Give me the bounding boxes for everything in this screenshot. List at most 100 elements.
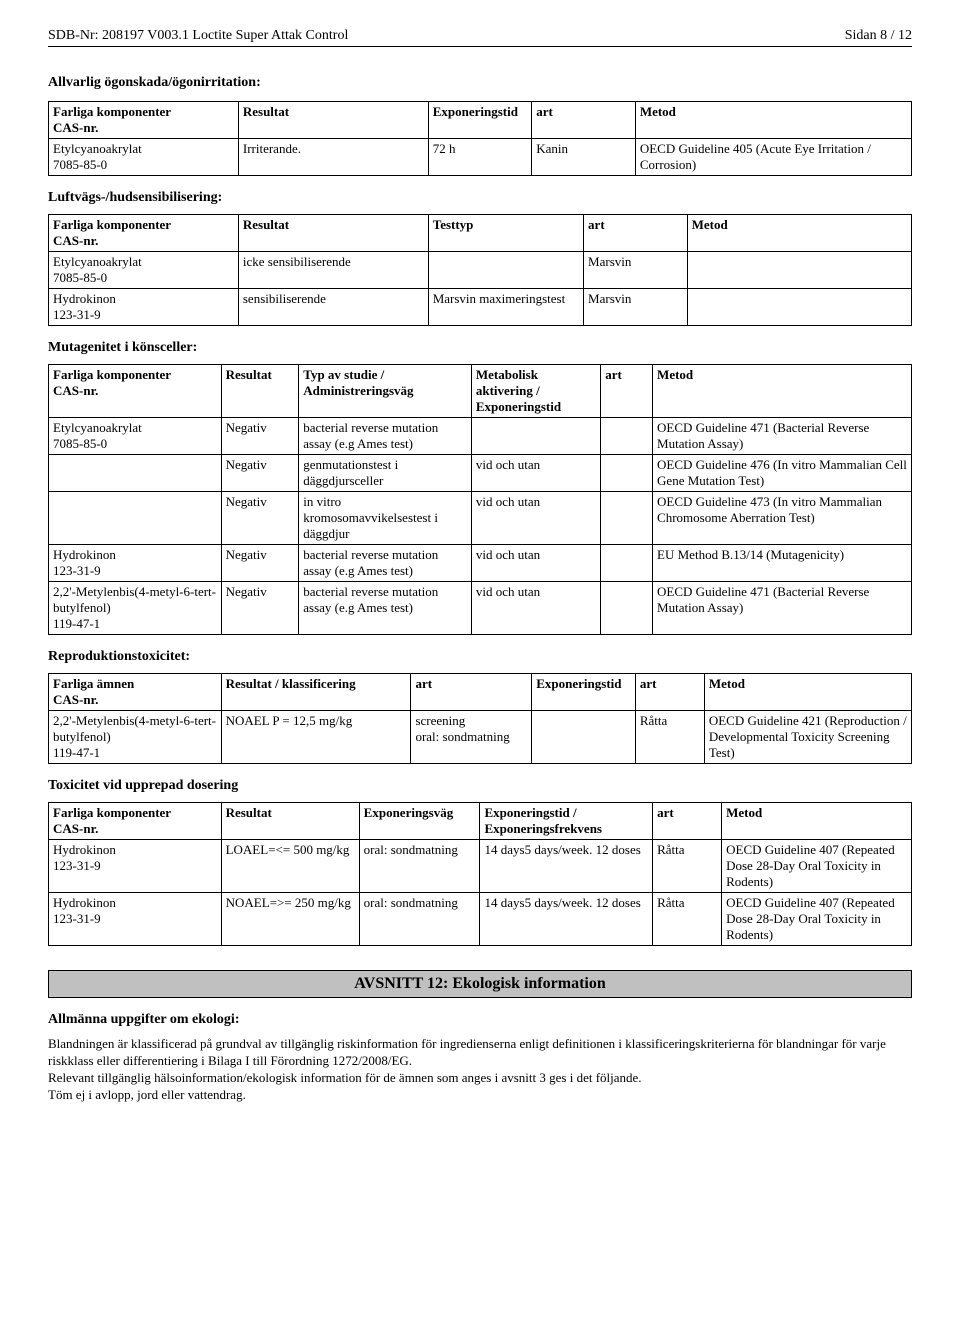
table-header: Metod	[687, 215, 911, 252]
table-cell: EU Method B.13/14 (Mutagenicity)	[653, 545, 912, 582]
table-cell	[601, 455, 653, 492]
table-cell: Negativ	[221, 545, 299, 582]
table-row: Negativgenmutationstest i däggdjurscelle…	[49, 455, 912, 492]
table-cell: OECD Guideline 476 (In vitro Mammalian C…	[653, 455, 912, 492]
table-cell: Marsvin maximeringstest	[428, 289, 583, 326]
table-cell: OECD Guideline 407 (Repeated Dose 28-Day…	[722, 840, 912, 893]
table-cell: oral: sondmatning	[359, 840, 480, 893]
table-cell: OECD Guideline 473 (In vitro Mammalian C…	[653, 492, 912, 545]
table-header: Farliga komponenter CAS-nr.	[49, 803, 222, 840]
table-cell: 14 days5 days/week. 12 doses	[480, 893, 653, 946]
table-cell: OECD Guideline 405 (Acute Eye Irritation…	[635, 139, 911, 176]
table-cell	[49, 492, 222, 545]
table-cell: genmutationstest i däggdjursceller	[299, 455, 472, 492]
table-cell: Hydrokinon 123-31-9	[49, 289, 239, 326]
table-cell	[49, 455, 222, 492]
header-right: Sidan 8 / 12	[845, 28, 912, 44]
ecology-para-2: Relevant tillgänglig hälsoinformation/ek…	[48, 1070, 912, 1087]
table-row: Etylcyanoakrylat 7085-85-0Irriterande.72…	[49, 139, 912, 176]
muta-title: Mutagenitet i könsceller:	[48, 340, 912, 356]
table-cell: 72 h	[428, 139, 532, 176]
table-cell: Råtta	[653, 840, 722, 893]
table-header: art	[532, 102, 636, 139]
table-cell: bacterial reverse mutation assay (e.g Am…	[299, 545, 472, 582]
table-header: Farliga komponenter CAS-nr.	[49, 102, 239, 139]
table-header: Resultat	[221, 803, 359, 840]
table-header: Metabolisk aktivering / Exponeringstid	[471, 365, 600, 418]
table-cell: vid och utan	[471, 455, 600, 492]
table-cell	[532, 711, 636, 764]
table-cell: in vitro kromosomavvikelsestest i däggdj…	[299, 492, 472, 545]
table-cell: OECD Guideline 471 (Bacterial Reverse Mu…	[653, 582, 912, 635]
table-cell: Hydrokinon 123-31-9	[49, 545, 222, 582]
table-cell	[601, 582, 653, 635]
table-header: Metod	[653, 365, 912, 418]
eye-table: Farliga komponenter CAS-nr.ResultatExpon…	[48, 101, 912, 176]
table-cell: 2,2'-Metylenbis(4-metyl-6-tert-butylfeno…	[49, 582, 222, 635]
table-cell: vid och utan	[471, 582, 600, 635]
muta-table: Farliga komponenter CAS-nr.ResultatTyp a…	[48, 364, 912, 635]
eye-title: Allvarlig ögonskada/ögonirritation:	[48, 75, 912, 91]
table-header: art	[584, 215, 688, 252]
resp-table: Farliga komponenter CAS-nr.ResultatTestt…	[48, 214, 912, 326]
table-cell: Negativ	[221, 418, 299, 455]
table-row: Etylcyanoakrylat 7085-85-0Negativbacteri…	[49, 418, 912, 455]
table-cell: OECD Guideline 407 (Repeated Dose 28-Day…	[722, 893, 912, 946]
table-header: Testtyp	[428, 215, 583, 252]
table-row: Hydrokinon 123-31-9NOAEL=>= 250 mg/kgora…	[49, 893, 912, 946]
table-header: Metod	[635, 102, 911, 139]
table-cell: Kanin	[532, 139, 636, 176]
ecology-para-1: Blandningen är klassificerad på grundval…	[48, 1036, 912, 1070]
page-header: SDB-Nr: 208197 V003.1 Loctite Super Atta…	[48, 28, 912, 44]
repro-table: Farliga ämnen CAS-nr.Resultat / klassifi…	[48, 673, 912, 764]
header-rule	[48, 46, 912, 47]
table-header: Farliga ämnen CAS-nr.	[49, 674, 222, 711]
table-cell	[601, 418, 653, 455]
repdose-table: Farliga komponenter CAS-nr.Resultat Expon…	[48, 802, 912, 946]
table-header: Resultat / klassificering	[221, 674, 411, 711]
table-cell: 14 days5 days/week. 12 doses	[480, 840, 653, 893]
table-cell: NOAEL P = 12,5 mg/kg	[221, 711, 411, 764]
table-cell: 2,2'-Metylenbis(4-metyl-6-tert-butylfeno…	[49, 711, 222, 764]
resp-title: Luftvägs-/hudsensibilisering:	[48, 190, 912, 206]
table-cell: Negativ	[221, 492, 299, 545]
table-cell: oral: sondmatning	[359, 893, 480, 946]
table-header: Metod	[722, 803, 912, 840]
table-cell: Marsvin	[584, 252, 688, 289]
table-cell: bacterial reverse mutation assay (e.g Am…	[299, 582, 472, 635]
ecology-heading: Allmänna uppgifter om ekologi:	[48, 1012, 912, 1028]
table-header: art	[601, 365, 653, 418]
table-cell	[471, 418, 600, 455]
table-header: Resultat	[238, 102, 428, 139]
table-header: Farliga komponenter CAS-nr.	[49, 365, 222, 418]
table-header: Metod	[704, 674, 911, 711]
table-cell: Marsvin	[584, 289, 688, 326]
table-header: art	[653, 803, 722, 840]
table-row: Hydrokinon 123-31-9Negativbacterial reve…	[49, 545, 912, 582]
table-cell: Negativ	[221, 455, 299, 492]
table-header: Resultat	[238, 215, 428, 252]
table-header: Exponeringstid	[428, 102, 532, 139]
table-header: Farliga komponenter CAS-nr.	[49, 215, 239, 252]
page: SDB-Nr: 208197 V003.1 Loctite Super Atta…	[0, 0, 960, 1144]
table-cell: Hydrokinon 123-31-9	[49, 893, 222, 946]
table-cell: sensibiliserende	[238, 289, 428, 326]
table-header: Resultat	[221, 365, 299, 418]
header-left: SDB-Nr: 208197 V003.1 Loctite Super Atta…	[48, 28, 348, 44]
table-header: art	[411, 674, 532, 711]
table-cell: bacterial reverse mutation assay (e.g Am…	[299, 418, 472, 455]
section-12-banner: AVSNITT 12: Ekologisk information	[48, 970, 912, 998]
table-cell	[428, 252, 583, 289]
table-cell	[601, 492, 653, 545]
table-cell: Negativ	[221, 582, 299, 635]
table-cell: OECD Guideline 421 (Reproduction / Devel…	[704, 711, 911, 764]
table-row: Hydrokinon 123-31-9LOAEL=<= 500 mg/kgora…	[49, 840, 912, 893]
table-cell	[601, 545, 653, 582]
table-cell: NOAEL=>= 250 mg/kg	[221, 893, 359, 946]
table-header: Exponeringstid / Exponeringsfrekvens	[480, 803, 653, 840]
table-cell: Etylcyanoakrylat 7085-85-0	[49, 418, 222, 455]
table-cell: vid och utan	[471, 545, 600, 582]
repdose-title: Toxicitet vid upprepad dosering	[48, 778, 912, 794]
table-row: Hydrokinon 123-31-9sensibiliserendeMarsv…	[49, 289, 912, 326]
table-cell: Etylcyanoakrylat 7085-85-0	[49, 139, 239, 176]
